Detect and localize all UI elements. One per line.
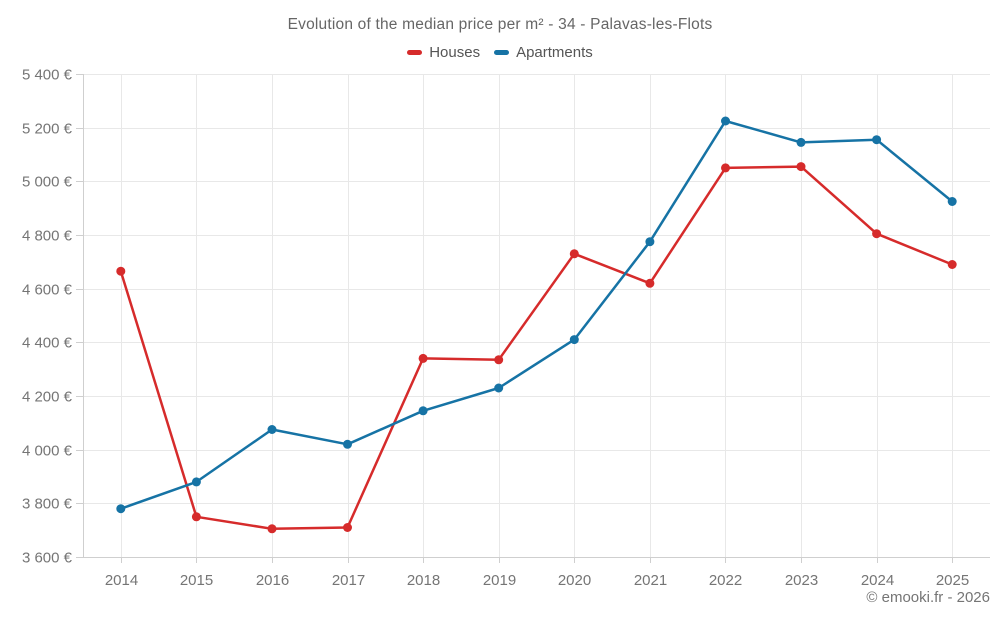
x-axis-label: 2019 bbox=[483, 572, 516, 589]
apartments-point-2024[interactable] bbox=[872, 135, 882, 145]
x-axis-label: 2025 bbox=[936, 572, 969, 589]
x-axis-label: 2018 bbox=[407, 572, 440, 589]
y-axis-label: 5 000 € bbox=[22, 174, 73, 191]
houses-point-2020[interactable] bbox=[569, 249, 579, 259]
x-axis-label: 2016 bbox=[256, 572, 289, 589]
apartments-point-2025[interactable] bbox=[947, 197, 957, 206]
houses-point-2022[interactable] bbox=[721, 163, 730, 173]
x-axis-label: 2017 bbox=[332, 572, 365, 589]
x-axis-label: 2014 bbox=[105, 572, 138, 589]
y-axis-label: 5 400 € bbox=[22, 67, 73, 84]
y-axis-label: 5 200 € bbox=[22, 121, 73, 138]
chart-legend: Houses Apartments bbox=[0, 44, 1000, 61]
x-axis-label: 2021 bbox=[634, 572, 667, 589]
x-axis-label: 2020 bbox=[558, 572, 591, 589]
apartments-point-2019[interactable] bbox=[494, 383, 504, 393]
legend-item-houses[interactable]: Houses bbox=[407, 44, 480, 61]
apartments-legend-label: Apartments bbox=[516, 44, 593, 61]
houses-point-2014[interactable] bbox=[116, 266, 126, 276]
y-axis-label: 4 600 € bbox=[22, 282, 73, 299]
x-axis-label: 2023 bbox=[785, 572, 818, 589]
houses-point-2015[interactable] bbox=[191, 512, 201, 522]
y-axis-label: 3 800 € bbox=[22, 496, 73, 513]
y-axis-label: 4 000 € bbox=[22, 443, 73, 460]
legend-item-apartments[interactable]: Apartments bbox=[494, 44, 593, 61]
apartments-legend-swatch-icon bbox=[494, 50, 510, 55]
y-axis-label: 3 600 € bbox=[22, 550, 73, 567]
apartments-line bbox=[119, 119, 954, 510]
houses-point-2023[interactable] bbox=[796, 162, 806, 172]
chart-title: Evolution of the median price per m² - 3… bbox=[287, 16, 713, 33]
y-axis-label: 4 800 € bbox=[22, 228, 73, 245]
houses-point-2025[interactable] bbox=[947, 260, 957, 269]
houses-point-2017[interactable] bbox=[343, 523, 352, 532]
apartments-point-2023[interactable] bbox=[796, 137, 806, 147]
houses-legend-swatch-icon bbox=[407, 50, 423, 55]
apartments-point-2021[interactable] bbox=[645, 237, 655, 247]
houses-point-2024[interactable] bbox=[872, 229, 882, 239]
houses-point-2019[interactable] bbox=[494, 355, 504, 365]
houses-point-2018[interactable] bbox=[418, 353, 428, 363]
apartments-point-2017[interactable] bbox=[343, 439, 352, 449]
apartments-point-2015[interactable] bbox=[191, 477, 201, 487]
x-axis-label: 2015 bbox=[180, 572, 213, 589]
apartments-point-2022[interactable] bbox=[721, 116, 730, 126]
y-axis-label: 4 200 € bbox=[22, 389, 73, 406]
apartments-point-2014[interactable] bbox=[116, 504, 126, 514]
x-axis-label: 2024 bbox=[861, 572, 894, 589]
houses-point-2016[interactable] bbox=[267, 524, 277, 534]
apartments-point-2016[interactable] bbox=[267, 425, 277, 434]
x-axis-label: 2022 bbox=[709, 572, 742, 589]
apartments-point-2020[interactable] bbox=[569, 335, 579, 345]
y-axis-label: 4 400 € bbox=[22, 335, 73, 352]
houses-legend-label: Houses bbox=[429, 44, 481, 61]
apartments-point-2018[interactable] bbox=[418, 406, 428, 416]
houses-point-2021[interactable] bbox=[645, 278, 655, 288]
houses-line bbox=[119, 165, 954, 531]
copyright-credit: © emooki.fr - 2026 bbox=[866, 589, 990, 606]
